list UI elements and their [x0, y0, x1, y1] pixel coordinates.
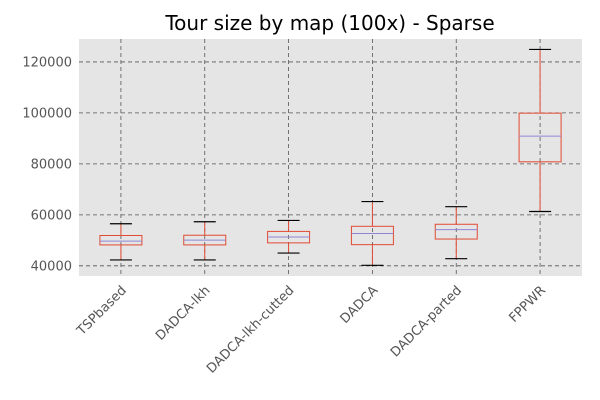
chart-title: Tour size by map (100x) - Sparse — [164, 11, 494, 35]
box-plot-5 — [518, 48, 562, 213]
iqr-box — [434, 223, 478, 240]
x-tick-label: DADCA-lkh-cutted — [204, 283, 297, 376]
iqr-box — [99, 234, 143, 246]
box-plot-1 — [183, 221, 227, 261]
grid-layer — [79, 39, 582, 276]
y-axis-ticks: 40000 60000 80000 100000 120000 — [22, 55, 72, 274]
iqr-box — [518, 112, 562, 163]
x-tick-label: TSPbased — [74, 283, 130, 339]
x-tick-label: DADCA — [338, 283, 382, 327]
iqr-box — [350, 225, 394, 246]
y-tick-label: 100000 — [22, 106, 72, 121]
x-tick-label: FPPWR — [506, 283, 548, 325]
box-plot-4 — [434, 206, 478, 260]
box-plot-0 — [99, 223, 143, 261]
box-plot-2 — [267, 219, 311, 254]
x-tick-label: DADCA-parted — [388, 283, 465, 360]
y-tick-label: 60000 — [31, 208, 72, 223]
x-tick-label: DADCA-lkh — [153, 283, 213, 343]
plot-area — [79, 39, 582, 276]
y-tick-label: 120000 — [22, 55, 72, 70]
boxes-layer — [99, 48, 562, 266]
y-tick-label: 40000 — [31, 259, 72, 274]
box-plot-3 — [350, 200, 394, 266]
y-tick-label: 80000 — [31, 157, 72, 172]
